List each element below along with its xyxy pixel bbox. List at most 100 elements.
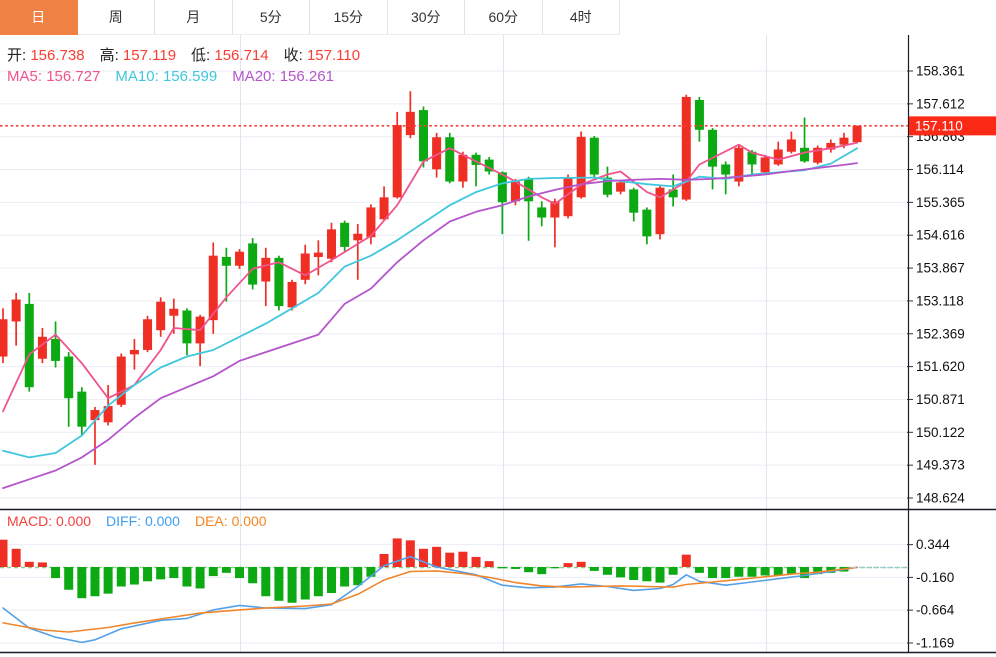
tab-label: 60分 — [488, 9, 519, 25]
tab-interval-0[interactable]: 日 — [0, 0, 78, 35]
tab-interval-2[interactable]: 月 — [155, 0, 233, 35]
candle-body — [116, 356, 126, 405]
candle-body — [589, 137, 599, 175]
macd-bar — [418, 548, 428, 567]
macd-bar — [773, 567, 783, 576]
tab-interval-3[interactable]: 5分 — [232, 0, 310, 35]
candle-body — [327, 229, 336, 259]
candle-body — [839, 137, 849, 145]
macd-bar — [90, 567, 100, 597]
candle-body — [182, 310, 192, 344]
macd-bar — [708, 567, 718, 579]
candle-body — [629, 189, 639, 213]
macd-bar — [24, 561, 34, 567]
macd-bar — [405, 540, 415, 567]
price-axis-label: 157.612 — [916, 96, 965, 111]
macd-axis-label: 0.344 — [916, 537, 950, 552]
macd-bar — [129, 567, 139, 585]
macd-axis-label: -0.664 — [916, 603, 955, 618]
macd-bar — [537, 567, 547, 575]
tab-label: 5分 — [259, 9, 282, 25]
macd-bar — [550, 567, 560, 569]
candle-body — [484, 159, 494, 172]
macd-bar — [445, 552, 455, 567]
candle-body — [24, 303, 34, 388]
macd-bar — [274, 567, 284, 601]
macd-bar — [340, 567, 350, 587]
candle-body — [734, 147, 744, 182]
macd-bar — [629, 567, 639, 580]
candle-body — [708, 129, 718, 167]
tab-interval-5[interactable]: 30分 — [387, 0, 465, 35]
macd-bar — [0, 539, 8, 567]
tab-interval-4[interactable]: 15分 — [310, 0, 388, 35]
candle-body — [681, 96, 691, 200]
candle-body — [366, 207, 376, 238]
candle-body — [642, 209, 652, 237]
macd-bar — [484, 561, 494, 567]
ma-line-MA5 — [2, 141, 858, 413]
candle-body — [550, 201, 560, 218]
price-axis-label: 151.620 — [916, 359, 965, 374]
candle-body — [90, 410, 100, 421]
candle-body — [813, 147, 823, 163]
price-axis-label: 155.365 — [916, 195, 965, 210]
tab-label: 日 — [31, 9, 46, 25]
macd-bar — [471, 556, 481, 567]
candle-body — [418, 110, 428, 162]
candle-body — [445, 137, 455, 182]
tab-interval-1[interactable]: 周 — [77, 0, 155, 35]
dea-line — [2, 566, 858, 633]
macd-bar — [458, 551, 468, 567]
candle-body — [786, 139, 796, 152]
candle-body — [800, 147, 810, 162]
candle-body — [51, 338, 61, 361]
macd-bar — [169, 567, 179, 579]
candle-body — [129, 349, 139, 355]
candle-body — [405, 111, 415, 136]
ma-line-MA10 — [2, 147, 858, 459]
candle-body — [379, 197, 389, 220]
candle-body — [64, 356, 74, 399]
candle-body — [721, 164, 731, 175]
last-price-tag — [909, 116, 996, 136]
macd-bar — [721, 567, 731, 579]
candle-body — [616, 182, 626, 192]
price-axis-label: 156.114 — [916, 162, 964, 177]
macd-bar — [576, 561, 586, 567]
macd-bar — [248, 567, 258, 584]
macd-bar — [182, 567, 192, 587]
candle-body — [103, 406, 113, 423]
price-axis-label: 150.871 — [916, 392, 965, 407]
macd-bar — [379, 554, 389, 567]
tab-interval-7[interactable]: 4时 — [542, 0, 620, 35]
macd-bar — [11, 548, 21, 567]
candle-body — [760, 157, 770, 173]
price-axis-label: 153.867 — [916, 261, 965, 276]
candle-body — [11, 299, 21, 322]
tab-label: 15分 — [333, 9, 364, 25]
macd-bar — [602, 567, 612, 575]
macd-bar — [432, 546, 442, 567]
candle-body — [300, 253, 310, 280]
candle-body — [208, 255, 218, 321]
macd-bar — [510, 567, 520, 569]
macd-bar — [366, 567, 376, 577]
macd-histogram — [0, 538, 849, 603]
candle-body — [169, 308, 179, 316]
candle-body — [156, 301, 166, 331]
price-axis-label: 154.616 — [916, 228, 965, 243]
candle-body — [668, 189, 678, 198]
candle-body — [852, 125, 862, 143]
macd-bar — [77, 567, 87, 599]
macd-bar — [208, 567, 218, 577]
macd-bar — [327, 567, 336, 593]
tab-interval-6[interactable]: 60分 — [465, 0, 543, 35]
macd-bar — [116, 567, 126, 587]
candle-body — [248, 243, 258, 285]
price-axis-label: 158.361 — [916, 64, 965, 79]
last-price-tag-value: 157.110 — [915, 119, 963, 134]
candle-body — [563, 177, 573, 217]
candle-body — [655, 187, 665, 235]
